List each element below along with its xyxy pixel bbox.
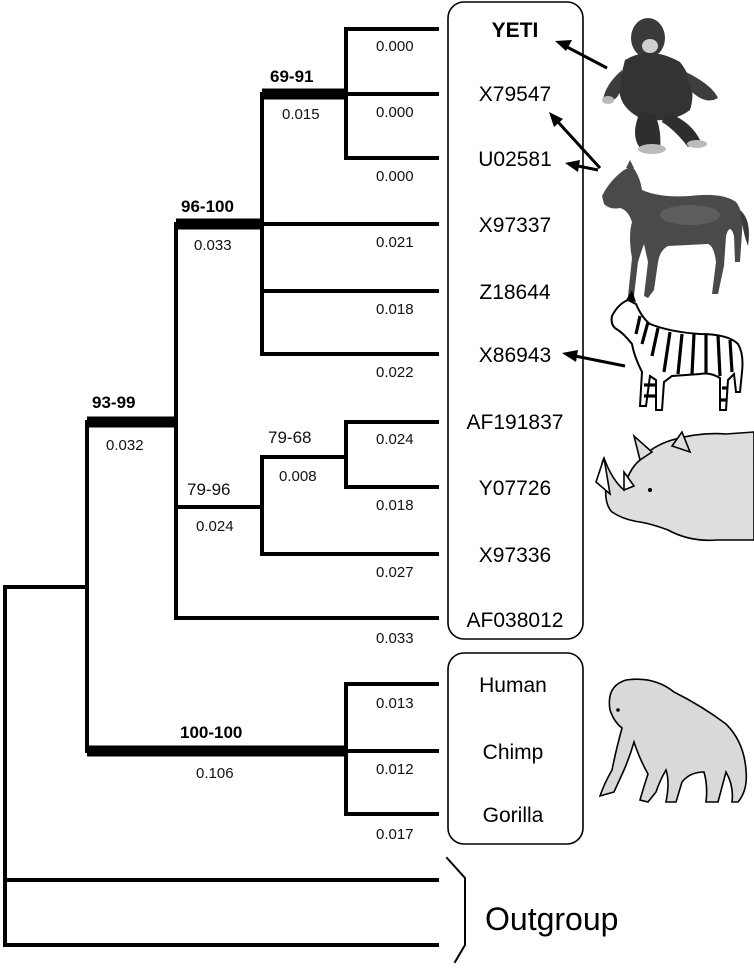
length-x97337: 0.021 (376, 234, 414, 251)
support-96-100: 96-100 (181, 197, 234, 216)
primate-box (447, 652, 584, 845)
taxon-gorilla: Gorilla (483, 804, 544, 827)
arrowhead-u02581 (565, 160, 580, 172)
taxon-labels: YETI X79547 U02581 X97337 Z18644 X86943 … (467, 19, 564, 827)
length-x97336: 0.027 (376, 564, 414, 581)
taxon-x86943: X86943 (479, 344, 551, 367)
length-node-69-91: 0.015 (282, 106, 320, 123)
length-gorilla: 0.017 (376, 826, 414, 843)
branch-lengths: 0.000 0.000 0.000 0.021 0.018 0.022 0.02… (106, 38, 414, 843)
length-u02581: 0.000 (376, 168, 414, 185)
arrowhead-x79547 (549, 112, 563, 127)
taxon-af191837: AF191837 (467, 411, 564, 434)
arrow-x79547 (556, 120, 602, 170)
arrows (549, 40, 626, 368)
horse-figure (602, 160, 749, 298)
taxon-af038012: AF038012 (467, 609, 564, 632)
zebra-figure (610, 290, 744, 411)
arrowhead-yeti (555, 40, 572, 51)
outgroup-label: Outgroup (485, 901, 618, 937)
taxon-human: Human (479, 674, 547, 697)
taxon-x97336: X97336 (479, 544, 551, 567)
rhinoceros-figure (595, 430, 754, 542)
length-chimp: 0.012 (376, 761, 414, 778)
length-af191837: 0.024 (376, 431, 414, 448)
length-x86943: 0.022 (376, 364, 414, 381)
support-79-68: 79-68 (268, 428, 311, 447)
length-node-93-99: 0.032 (106, 437, 144, 454)
arrowhead-x86943 (562, 350, 578, 362)
taxon-y07726: Y07726 (479, 477, 551, 500)
length-node-100-100: 0.106 (196, 765, 234, 782)
length-node-79-96: 0.024 (196, 518, 234, 535)
support-79-96: 79-96 (187, 480, 230, 499)
length-human: 0.013 (376, 695, 414, 712)
support-69-91: 69-91 (270, 67, 313, 86)
length-node-96-100: 0.033 (194, 237, 232, 254)
taxon-yeti: YETI (492, 19, 539, 42)
support-100-100: 100-100 (180, 723, 242, 742)
taxon-chimp: Chimp (483, 741, 544, 764)
arrow-x86943 (574, 354, 626, 368)
support-93-99: 93-99 (92, 393, 135, 412)
ingroup-sample-box (447, 1, 584, 640)
arrow-u02581 (577, 164, 599, 172)
outgroup-bracket (445, 856, 466, 964)
taxon-u02581: U02581 (478, 148, 552, 171)
ape-figure (598, 678, 748, 803)
length-af038012: 0.033 (376, 630, 414, 647)
length-yeti: 0.000 (376, 38, 414, 55)
length-x79547: 0.000 (376, 104, 414, 121)
tree-branches (3, 27, 439, 947)
support-values: 69-91 96-100 93-99 79-68 79-96 100-100 (92, 67, 313, 742)
taxon-x97337: X97337 (479, 214, 551, 237)
arrow-yeti (566, 45, 608, 70)
length-z18644: 0.018 (376, 301, 414, 318)
yeti-figure (602, 18, 718, 154)
taxon-x79547: X79547 (479, 83, 551, 106)
length-y07726: 0.018 (376, 497, 414, 514)
taxon-z18644: Z18644 (479, 281, 551, 304)
length-node-79-68: 0.008 (279, 468, 317, 485)
